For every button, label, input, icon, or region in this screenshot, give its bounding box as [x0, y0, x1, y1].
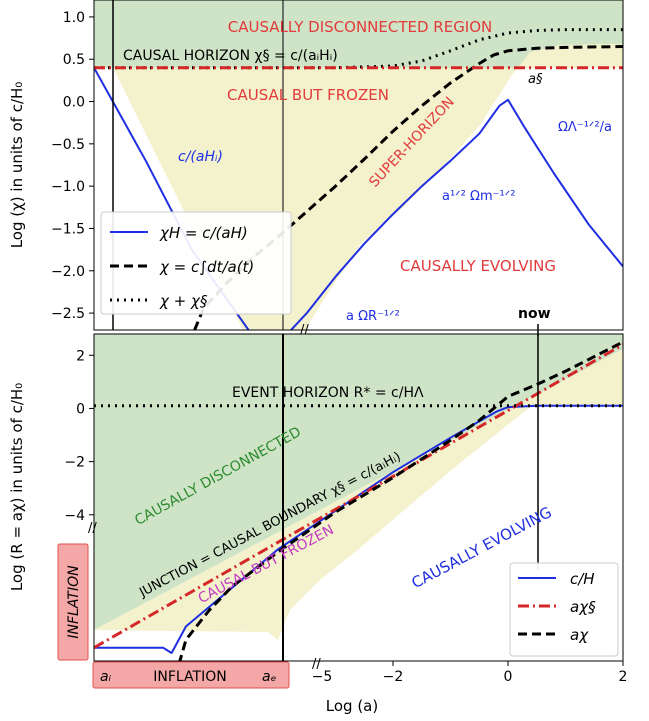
y-tick-label: −2 [64, 455, 85, 471]
y-tick-label: −2.0 [51, 264, 85, 280]
y-tick-label: −1.5 [51, 221, 85, 237]
top-panel: 1.0 0.5 0.0 −0.5 −1.0 −1.5 −2.0 −2.5 Log (χ) in… [8, 0, 624, 338]
bottom-plot-frame [93, 333, 624, 662]
series-line-2 [178, 340, 623, 661]
inflation-label-vertical: INFLATION [66, 565, 82, 639]
y-tick-label: 0.5 [63, 52, 85, 68]
label-a-i: aᵢ [100, 669, 112, 685]
label-causal-horizon: CAUSAL HORIZON χ§ = c/(aᵢHᵢ) [123, 48, 338, 64]
y-tick-label: 0 [76, 401, 85, 417]
label-event-horizon: EVENT HORIZON R* = c/HΛ [232, 385, 424, 401]
series-line-1 [94, 343, 623, 650]
label-a-section: a§ [528, 72, 543, 87]
x-tick-label: 2 [619, 669, 628, 685]
bottom-legend: c/H aχ§ aχ [509, 562, 619, 657]
x-tick-label-minus5: −5 [312, 669, 333, 685]
y-tick-label: 2 [76, 348, 85, 364]
top-axis-break-mark: // [300, 323, 309, 338]
label-omega-m: a¹ᐟ² Ωm⁻¹ᐟ² [442, 189, 515, 204]
label-c-over-aHi: c/(aHᵢ) [178, 149, 223, 165]
label-omega-lambda: ΩΛ⁻¹ᐟ²/a [558, 120, 612, 135]
legend-label-chi-h: χH = c/(aH) [159, 224, 248, 242]
bottom-y-ticks: 2 0 −2 −4 [64, 348, 94, 524]
bottom-axis-break-mark-y: // [88, 521, 97, 536]
bottom-axis-break-mark-x: // [312, 657, 321, 672]
bottom-ylabel: Log (R = aχ) in units of c/H₀ [8, 383, 26, 591]
label-causally-evolving-top: CAUSALLY EVOLVING [400, 257, 556, 275]
top-plot-frame [93, 0, 624, 331]
bottom-xlabel: Log (a) [326, 697, 378, 715]
inflation-box-vertical: INFLATION [57, 543, 89, 661]
legend-label-chi: χ = c∫dt/a(t) [159, 258, 254, 276]
bottom-plot-series [94, 340, 623, 661]
inflation-box-horizontal: aᵢ INFLATION aₑ [92, 661, 290, 689]
y-tick-label: 1.0 [63, 10, 85, 26]
legend-label-a-chi-section: aχ§ [570, 598, 596, 616]
y-tick-label: −4 [64, 508, 85, 524]
bottom-region-causally-disconnected [94, 334, 623, 630]
series-line-0 [94, 67, 623, 330]
label-causally-disconnected-region: CAUSALLY DISCONNECTED REGION [228, 18, 493, 36]
label-now: now [518, 306, 551, 322]
x-tick-label: −2 [383, 669, 404, 685]
legend-label-chi-plus-section: χ + χ§ [159, 292, 208, 310]
y-tick-label: −1.0 [51, 179, 85, 195]
y-tick-label: −2.5 [51, 306, 85, 322]
top-y-ticks: 1.0 0.5 0.0 −0.5 −1.0 −1.5 −2.0 −2.5 [51, 10, 94, 322]
label-a-e: aₑ [262, 669, 277, 685]
legend-label-c-over-h: c/H [570, 570, 595, 588]
y-tick-label: −0.5 [51, 137, 85, 153]
x-tick-label: 0 [504, 669, 513, 685]
inflation-label-horizontal: INFLATION [153, 669, 226, 685]
series-line-2 [94, 28, 623, 70]
y-tick-label: 0.0 [63, 95, 85, 111]
label-causal-but-frozen-top: CAUSAL BUT FROZEN [227, 86, 389, 104]
top-ylabel: Log (χ) in units of c/H₀ [8, 82, 26, 249]
top-legend: χH = c/(aH) χ = c∫dt/a(t) χ + χ§ [100, 211, 292, 315]
bottom-panel: 2 0 −2 −4 −4 −2 0 2 Log (R = aχ) in units of c… [8, 324, 627, 715]
legend-label-a-chi: aχ [570, 626, 589, 644]
label-omega-r: a ΩR⁻¹ᐟ² [346, 309, 400, 324]
